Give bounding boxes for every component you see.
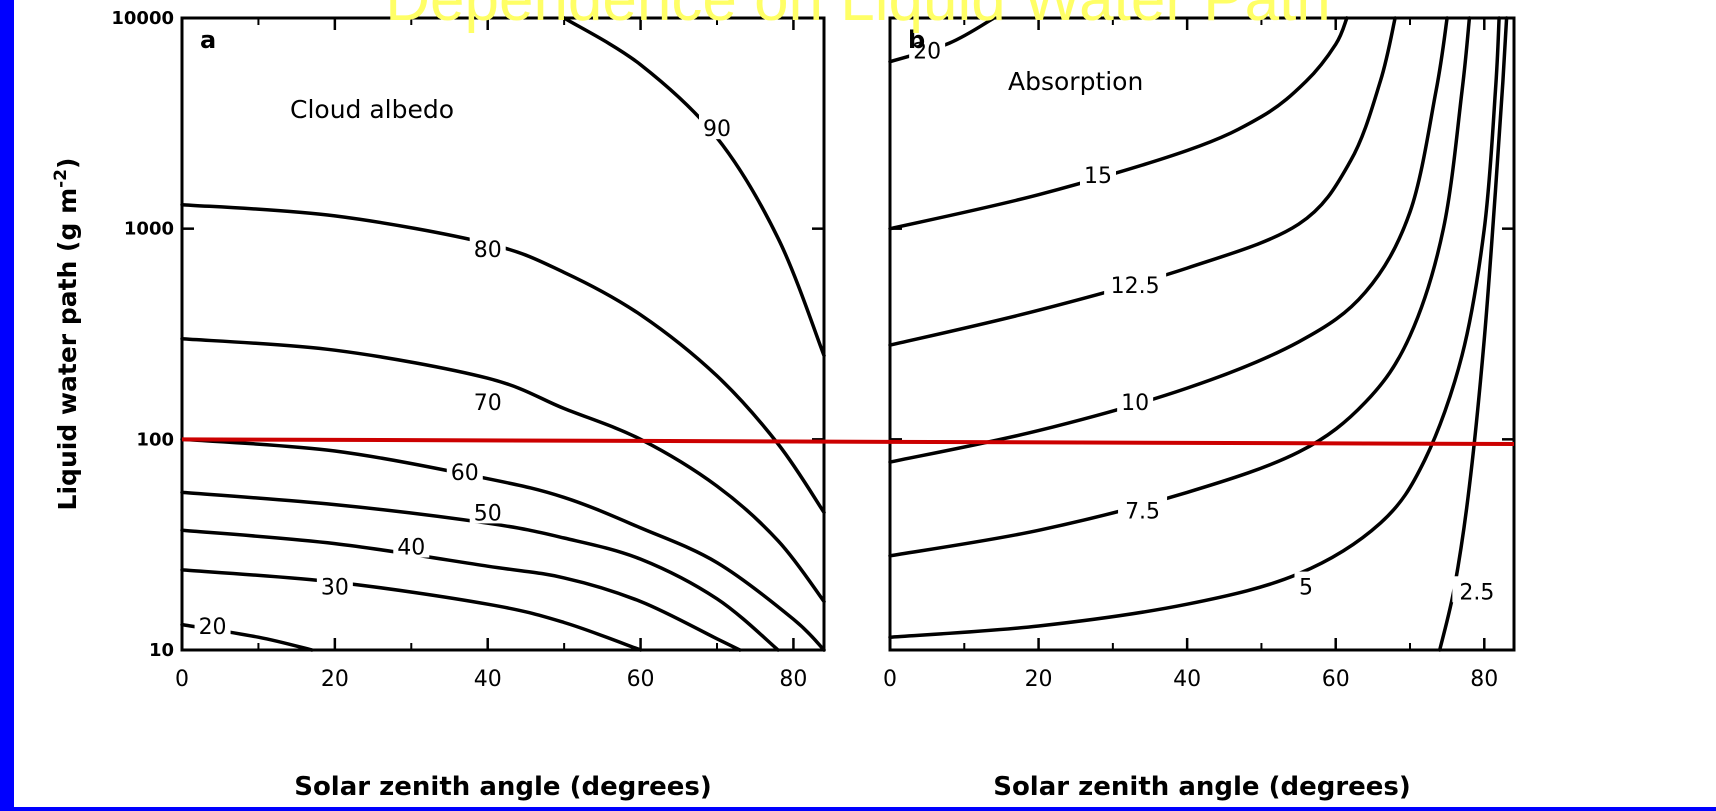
panel-b-letter: b [908, 26, 925, 54]
contour-line-b-7.5 [888, 16, 1472, 558]
contour-label-a-60: 60 [451, 461, 479, 486]
contour-label-gap [1080, 159, 1116, 186]
slide-title: Dependence on Liquid Water Path [0, 0, 1716, 35]
panel-a-frame [180, 16, 826, 652]
contour-label-gap [699, 113, 735, 140]
panel-a-x-tick-label: 80 [779, 667, 807, 692]
contour-line-b-20 [888, 16, 996, 64]
contour-line-a-50 [180, 490, 780, 652]
contour-line-a-70 [180, 337, 826, 604]
panel-a-x-tick-label: 0 [175, 667, 189, 692]
contour-label-gap [469, 387, 506, 414]
panel-a-y-axis-label: Liquid water path (g m-2) [51, 158, 82, 511]
contour-label-gap [316, 571, 353, 598]
contour-label-b-20: 20 [913, 40, 941, 65]
contour-label-b-2.5: 2.5 [1459, 580, 1494, 605]
contour-label-a-30: 30 [321, 576, 349, 601]
contour-line-b-10 [888, 16, 1449, 464]
contour-line-b-15 [888, 16, 1349, 231]
contour-label-a-40: 40 [397, 535, 425, 560]
figure-panel: 90 80 70 60 50 40 30 20 20 15 12.5 10 7.5 5 2.5 0 20 40 6… [14, 0, 1716, 807]
contour-label-b-15: 15 [1084, 164, 1112, 189]
contour-label-b-10: 10 [1121, 391, 1149, 416]
contour-label-gap [446, 456, 483, 483]
contour-line-b-12.5 [888, 16, 1397, 347]
panel-a-title: Cloud albedo [290, 95, 454, 124]
contour-figure: 90 80 70 60 50 40 30 20 20 15 12.5 10 7.5 5 2.5 0 20 40 6… [51, 8, 1516, 802]
contour-label-gap [1294, 571, 1318, 598]
panel-a-letter: a [200, 26, 216, 54]
contour-label-a-70: 70 [474, 391, 502, 416]
contour-label-gap [194, 610, 231, 637]
contour-line-b-5 [888, 16, 1501, 639]
contour-label-b-7.5: 7.5 [1125, 499, 1160, 524]
panel-b-x-tick-label: 40 [1173, 667, 1201, 692]
contour-line-a-40 [180, 528, 742, 652]
panel-b-x-axis-label: Solar zenith angle (degrees) [993, 772, 1411, 802]
contour-label-a-90: 90 [703, 117, 731, 142]
panel-b-x-tick-label: 60 [1322, 667, 1350, 692]
contour-line-a-30 [180, 568, 643, 652]
contour-label-gap [469, 234, 506, 261]
panel-a-y-tick-label: 1000 [124, 219, 174, 240]
panel-a-x-axis-label: Solar zenith angle (degrees) [294, 772, 712, 802]
panel-a-x-tick-label: 20 [321, 667, 349, 692]
contour-label-gap [1452, 576, 1502, 603]
contour-line-a-80 [180, 202, 826, 515]
contour-label-b-12.5: 12.5 [1111, 274, 1160, 299]
panel-b-x-tick-label: 80 [1470, 667, 1498, 692]
contour-label-gap [909, 35, 946, 62]
panel-a-y-tick-label: 10 [149, 640, 174, 661]
panel-a-x-tick-label: 40 [474, 667, 502, 692]
reference-line-lwp-100 [181, 437, 1515, 447]
contour-label-gap [1117, 387, 1154, 414]
panel-a-y-tick-label: 100 [136, 429, 174, 450]
contour-line-a-60 [180, 437, 826, 652]
contour-label-a-20: 20 [199, 615, 227, 640]
contour-label-gap [393, 531, 430, 558]
panel-a-x-tick-label: 60 [627, 667, 655, 692]
contour-line-a-90 [562, 16, 826, 358]
contour-label-b-5: 5 [1299, 576, 1313, 601]
panel-b-title: Absorption [1008, 67, 1143, 96]
panel-b-frame [888, 16, 1516, 652]
panel-b-x-tick-label: 20 [1025, 667, 1053, 692]
contour-line-b-2.5 [1437, 16, 1509, 652]
panel-b-x-tick-label: 0 [883, 667, 897, 692]
panel-a-y-tick-label: 10000 [111, 8, 174, 29]
contour-label-a-80: 80 [474, 238, 502, 263]
contour-label-gap [469, 497, 506, 524]
contour-label-gap [1104, 270, 1167, 297]
contour-label-a-50: 50 [474, 501, 502, 526]
contour-label-gap [1118, 495, 1168, 522]
